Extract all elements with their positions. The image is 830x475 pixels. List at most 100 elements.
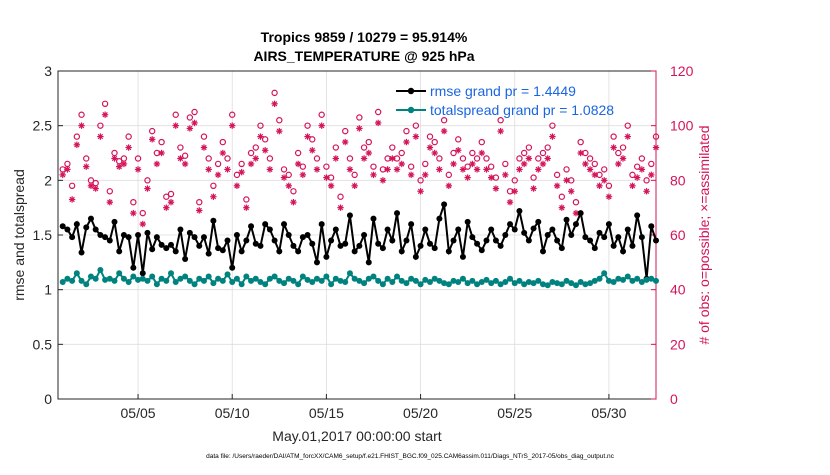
obs-possible-point bbox=[200, 133, 208, 140]
rmse-point bbox=[563, 216, 570, 223]
obs-assimilated-point bbox=[243, 204, 250, 211]
asterisk-stroke bbox=[173, 122, 179, 129]
totalspread-point bbox=[215, 275, 222, 282]
obs-assimilated-point bbox=[205, 166, 212, 173]
asterisk-stroke bbox=[130, 210, 137, 216]
totalspread-point bbox=[549, 279, 556, 286]
asterisk-stroke bbox=[370, 172, 377, 178]
totalspread-point bbox=[417, 281, 424, 288]
asterisk-stroke bbox=[300, 172, 306, 178]
obs-possible-point bbox=[167, 190, 175, 198]
obs-assimilated-point bbox=[478, 149, 485, 157]
rmse-point bbox=[568, 232, 575, 238]
totalspread-point bbox=[497, 281, 504, 288]
rmse-point bbox=[186, 229, 193, 236]
obs-assimilated-point bbox=[582, 160, 589, 168]
asterisk-stroke bbox=[154, 161, 160, 167]
rmse-point bbox=[125, 234, 132, 241]
rmse-point bbox=[483, 237, 490, 244]
obs-possible-point bbox=[144, 177, 151, 184]
rmse-point bbox=[530, 225, 537, 232]
asterisk-stroke bbox=[102, 112, 108, 118]
rmse-point bbox=[205, 250, 212, 257]
totalspread-point bbox=[182, 273, 189, 280]
totalspread-point bbox=[309, 279, 316, 286]
asterisk-stroke bbox=[554, 183, 560, 189]
asterisk-stroke bbox=[545, 155, 551, 162]
rmse-point bbox=[634, 212, 641, 219]
rmse-point bbox=[417, 242, 424, 249]
totalspread-point bbox=[502, 279, 509, 286]
totalspread-point bbox=[125, 279, 132, 286]
rmse-point bbox=[342, 240, 349, 247]
obs-possible-point bbox=[219, 138, 227, 146]
obs-assimilated-point bbox=[285, 182, 292, 189]
obs-assimilated-point bbox=[539, 160, 547, 168]
legend-rmse-swatch-marker bbox=[407, 87, 415, 95]
obs-assimilated-point bbox=[261, 147, 269, 154]
asterisk-stroke bbox=[107, 199, 113, 205]
obs-possible-point bbox=[139, 209, 146, 217]
asterisk-stroke bbox=[606, 194, 612, 200]
rmse-point bbox=[281, 221, 288, 228]
totalspread-point bbox=[492, 277, 499, 284]
obs-assimilated-point bbox=[535, 166, 542, 173]
totalspread-point bbox=[78, 277, 85, 284]
rmse-point bbox=[144, 229, 151, 236]
asterisk-stroke bbox=[521, 161, 527, 167]
totalspread-point bbox=[139, 275, 146, 282]
asterisk-stroke bbox=[234, 183, 240, 189]
totalspread-point bbox=[356, 277, 363, 284]
obs-possible-point bbox=[464, 163, 471, 170]
totalspread-point bbox=[92, 275, 99, 282]
rmse-point bbox=[544, 232, 551, 238]
asterisk-stroke bbox=[347, 166, 353, 173]
rmse-point bbox=[172, 248, 179, 255]
rmse-point bbox=[191, 234, 198, 241]
totalspread-point bbox=[106, 275, 113, 282]
obs-assimilated-point bbox=[139, 220, 146, 228]
rmse-point bbox=[549, 226, 556, 233]
obs-assimilated-point bbox=[106, 199, 113, 206]
obs-assimilated-point bbox=[370, 171, 377, 179]
series-layer bbox=[59, 89, 660, 289]
asterisk-stroke bbox=[389, 155, 396, 162]
obs-possible-point bbox=[638, 155, 646, 162]
rmse-point bbox=[459, 253, 466, 260]
obs-assimilated-point bbox=[643, 188, 650, 195]
left-tick-label: 1.5 bbox=[33, 227, 53, 243]
asterisk-stroke bbox=[74, 142, 80, 148]
obs-assimilated-point bbox=[177, 155, 184, 162]
asterisk-stroke bbox=[563, 177, 570, 184]
obs-possible-point bbox=[652, 133, 660, 140]
totalspread-point bbox=[83, 281, 90, 288]
obs-possible-point bbox=[459, 155, 467, 162]
obs-assimilated-point bbox=[648, 171, 655, 179]
obs-possible-point bbox=[120, 155, 128, 162]
obs-assimilated-point bbox=[290, 199, 297, 206]
obs-assimilated-point bbox=[624, 133, 631, 140]
totalspread-point bbox=[488, 280, 495, 287]
totalspread-point bbox=[530, 280, 537, 287]
obs-possible-point bbox=[261, 136, 269, 143]
totalspread-point bbox=[299, 273, 306, 280]
rmse-point bbox=[379, 245, 386, 252]
asterisk-stroke bbox=[243, 204, 250, 211]
obs-assimilated-point bbox=[407, 171, 415, 179]
obs-possible-point bbox=[648, 160, 655, 168]
x-tick-label: 05/05 bbox=[121, 405, 156, 421]
obs-possible-point bbox=[365, 138, 372, 146]
obs-possible-point bbox=[323, 163, 330, 170]
rmse-point bbox=[629, 242, 636, 249]
rmse-point bbox=[116, 248, 123, 255]
asterisk-stroke bbox=[568, 188, 574, 194]
obs-assimilated-point bbox=[365, 149, 372, 157]
asterisk-stroke bbox=[267, 166, 273, 173]
asterisk-stroke bbox=[229, 122, 235, 129]
rmse-point bbox=[219, 247, 226, 254]
asterisk-stroke bbox=[257, 133, 264, 140]
asterisk-stroke bbox=[276, 128, 282, 134]
rmse-point bbox=[356, 242, 363, 249]
totalspread-point bbox=[59, 279, 66, 286]
obs-possible-point bbox=[601, 166, 608, 173]
